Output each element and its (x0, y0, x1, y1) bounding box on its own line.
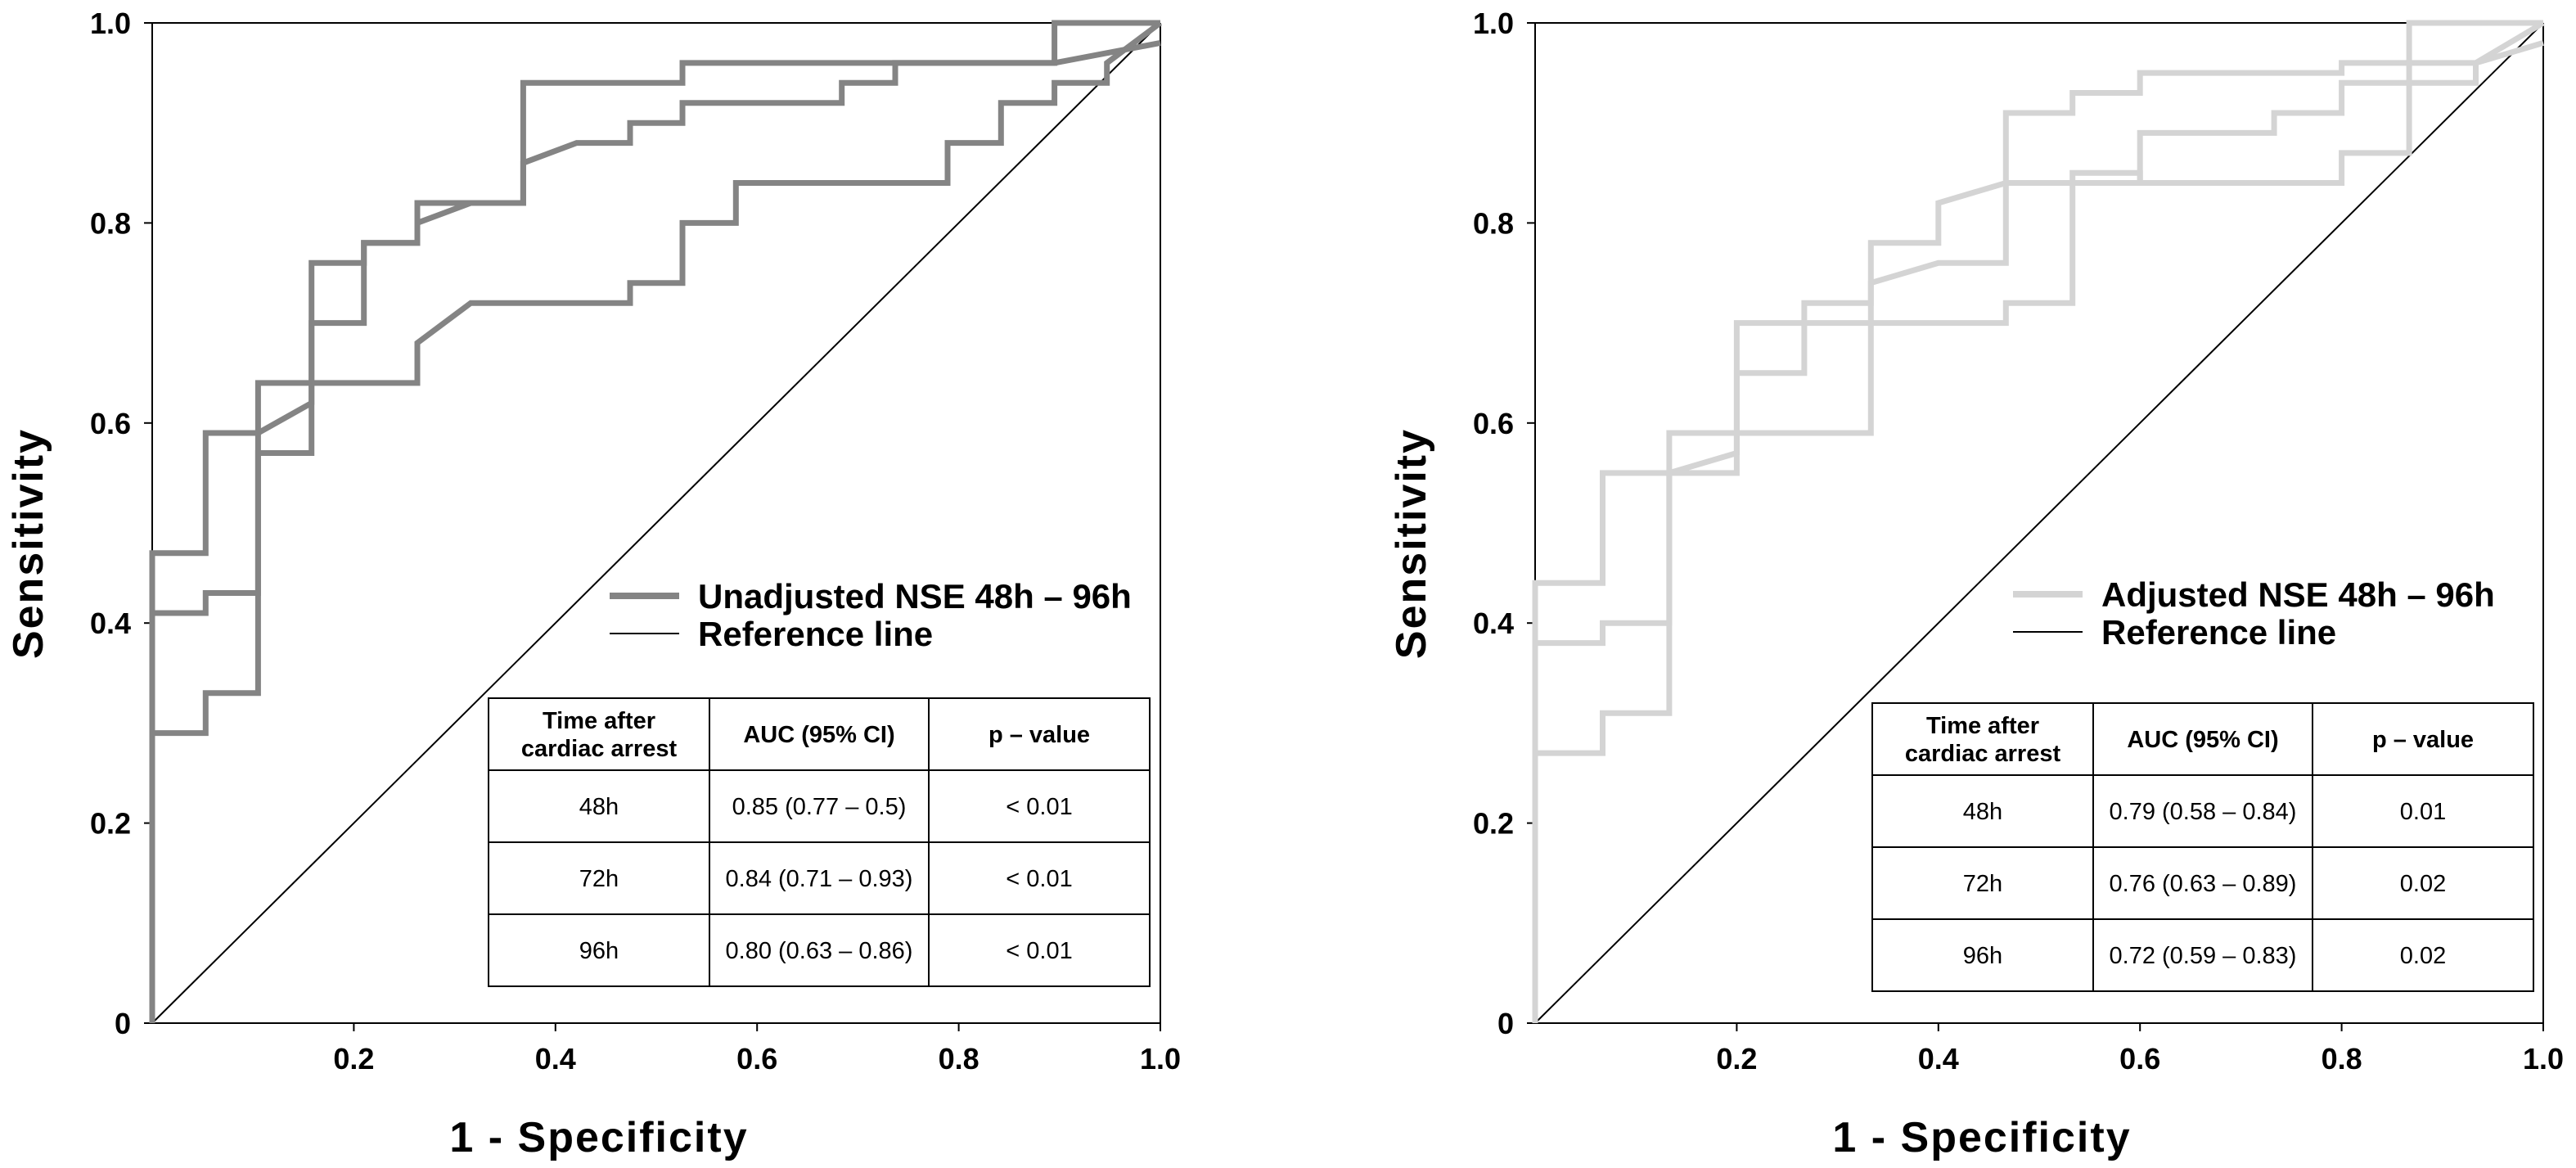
legend-label-curve: Unadjusted NSE 48h – 96h (698, 577, 1132, 616)
roc-panel-2: 0 0.2 0.4 0.6 0.8 1.0 0.2 0.4 0.6 0.8 1.0 1 - Speci… (1388, 7, 2564, 1161)
table-header-cell: AUC (95% CI) (743, 722, 894, 748)
table-cell: 0.85 (0.77 – 0.5) (732, 794, 907, 820)
x-tick-label: 0.4 (535, 1042, 576, 1076)
x-axis-title: 1 - Specificity (1832, 1114, 2131, 1161)
table-header-cell: Time after cardiac arrest (521, 708, 678, 762)
table-header-cell: AUC (95% CI) (2127, 727, 2278, 753)
y-tick-label: 0.6 (90, 407, 131, 440)
x-tick-label: 0.6 (2119, 1042, 2160, 1076)
roc-curve-72h (1532, 40, 2544, 1023)
table-cell: 48h (1963, 799, 2002, 825)
table-cell: 72h (579, 866, 619, 892)
legend-label-reference: Reference line (2101, 613, 2336, 652)
y-tick-label: 0 (1497, 1007, 1514, 1040)
y-tick-label: 0.8 (1473, 206, 1514, 240)
table-header-cell: p – value (2372, 727, 2474, 753)
table-cell: < 0.01 (1006, 794, 1072, 820)
y-tick-label: 0.8 (90, 206, 131, 240)
table-cell: 0.84 (0.71 – 0.93) (726, 866, 913, 892)
y-axis-title: Sensitivity (5, 428, 52, 659)
y-tick-label: 1.0 (1473, 7, 1514, 40)
table-cell: 48h (579, 794, 619, 820)
legend-label-curve: Adjusted NSE 48h – 96h (2101, 575, 2495, 614)
y-tick-label: 0.4 (1473, 607, 1514, 640)
table-header-cell: Time after cardiac arrest (1905, 713, 2061, 767)
reference-line (151, 22, 1161, 1024)
x-tick-label: 0.6 (736, 1042, 777, 1076)
legend-label-reference: Reference line (698, 615, 933, 653)
x-tick-label: 0.4 (1918, 1042, 1959, 1076)
x-tick-label: 0.2 (1716, 1042, 1757, 1076)
table-cell: 0.76 (0.63 – 0.89) (2110, 871, 2297, 897)
roc-curve-96h (149, 20, 1163, 1023)
table-cell: 0.80 (0.63 – 0.86) (726, 938, 913, 964)
table-cell: 0.02 (2400, 943, 2446, 969)
table-cell: < 0.01 (1006, 866, 1072, 892)
x-tick-label: 0.8 (939, 1042, 980, 1076)
table-cell: 96h (1963, 943, 2002, 969)
y-tick-label: 1.0 (90, 7, 131, 40)
roc-curve-96h (1532, 20, 2545, 1023)
auc-table: Time after cardiac arrest AUC (95% CI) p – … (488, 697, 1151, 987)
x-tick-label: 0.2 (333, 1042, 374, 1076)
x-tick-label: 0.8 (2322, 1042, 2362, 1076)
y-tick-label: 0.2 (1473, 807, 1514, 841)
y-axis-title: Sensitivity (1388, 428, 1435, 659)
table-cell: 0.72 (0.59 – 0.83) (2110, 943, 2297, 969)
table-cell: 0.79 (0.58 – 0.84) (2110, 799, 2297, 825)
x-axis-title: 1 - Specificity (449, 1114, 748, 1161)
table-cell: 96h (579, 938, 619, 964)
table-cell: 0.01 (2400, 799, 2446, 825)
table-cell: 0.02 (2400, 871, 2446, 897)
roc-curve-48h (1532, 20, 2543, 1023)
table-header-cell: p – value (989, 722, 1090, 748)
table-cell: < 0.01 (1006, 938, 1072, 964)
y-tick-label: 0.4 (90, 607, 131, 640)
roc-panel-1: 0 0.2 0.4 0.6 0.8 1.0 0.2 0.4 0.6 0.8 1.0 1 - Speci… (5, 7, 1181, 1161)
table-cell: 72h (1963, 871, 2002, 897)
y-tick-label: 0.2 (90, 807, 131, 841)
reference-line (1534, 22, 2544, 1024)
y-tick-label: 0 (115, 1007, 131, 1040)
x-tick-label: 1.0 (2523, 1042, 2564, 1076)
x-tick-label: 1.0 (1140, 1042, 1181, 1076)
auc-table: Time after cardiac arrest AUC (95% CI) p – … (1871, 702, 2534, 992)
y-tick-label: 0.6 (1473, 407, 1514, 440)
